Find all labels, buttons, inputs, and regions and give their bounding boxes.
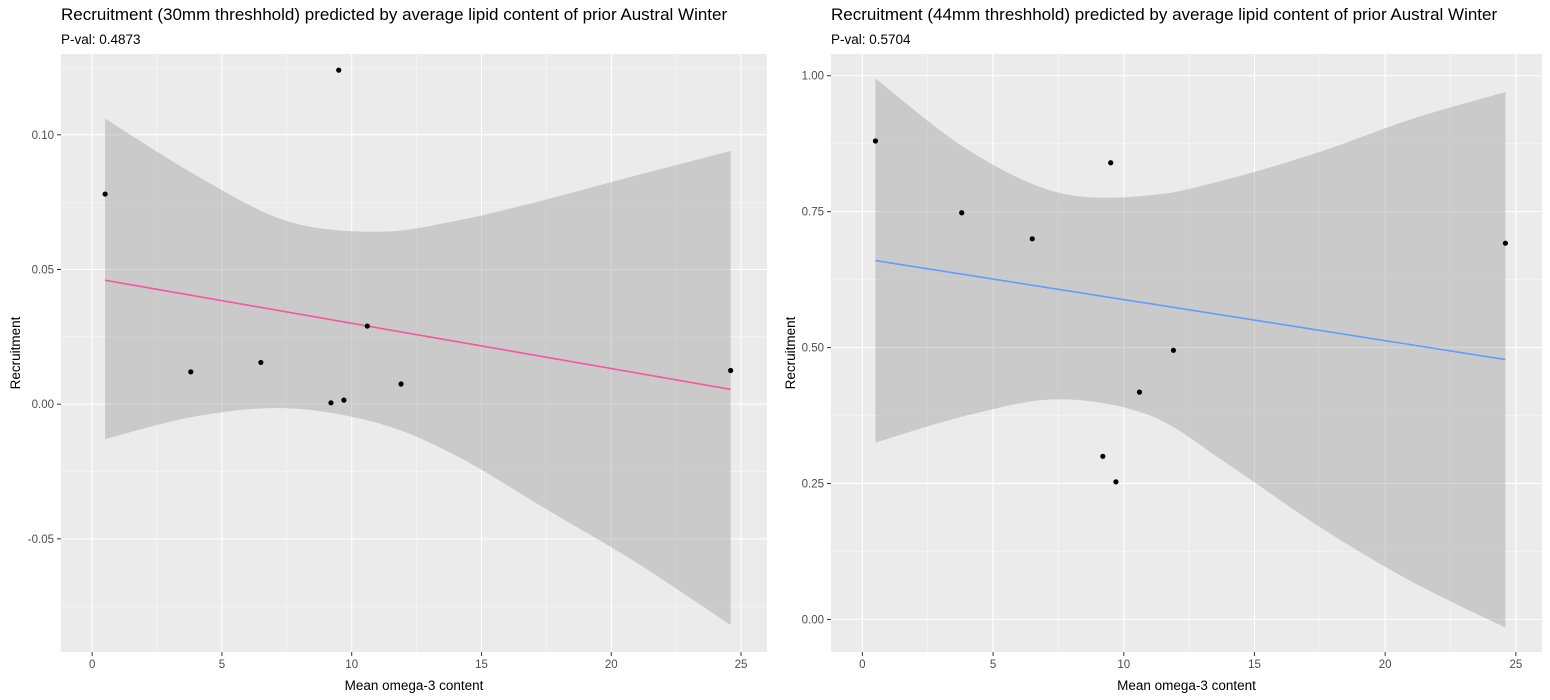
confidence-band — [105, 118, 731, 626]
chart-subtitle: P-val: 0.4873 — [61, 32, 141, 47]
data-point — [728, 367, 734, 374]
chart-svg-right: 0 5 10 15 20 25 0.00 0.25 0.50 0.75 1.00 Mean omega… — [783, 54, 1542, 693]
x-axis-title: Mean omega-3 content — [1117, 678, 1256, 693]
y-tick-label: 0.10 — [32, 130, 54, 142]
x-axis-title: Mean omega-3 content — [345, 678, 484, 693]
data-point — [398, 381, 404, 387]
data-point — [1100, 453, 1106, 459]
y-tick-label: 0.75 — [802, 207, 824, 219]
x-tick-label: 0 — [859, 659, 865, 671]
x-tick-label: 20 — [605, 659, 618, 671]
chart-svg-left: 0 5 10 15 20 25 -0.05 0.00 0.05 0.10 Mean omega-3 … — [8, 54, 767, 693]
data-point — [258, 359, 264, 366]
data-point — [102, 191, 108, 197]
data-point — [959, 210, 965, 216]
chart-title: Recruitment (44mm threshhold) predicted … — [831, 5, 1498, 24]
chart-panel-left: Recruitment (30mm threshhold) predicted … — [8, 5, 767, 693]
y-tick-label: 0.00 — [32, 399, 54, 411]
data-point — [1029, 236, 1035, 242]
x-tick-label: 15 — [475, 659, 488, 671]
x-tick-label: 5 — [990, 659, 996, 671]
data-point — [1108, 160, 1114, 166]
x-tick-label: 25 — [735, 659, 748, 671]
y-tick-label: 0.00 — [802, 614, 824, 626]
confidence-band — [875, 78, 1506, 628]
x-tick-label: 25 — [1509, 659, 1522, 671]
y-tick-label: 0.05 — [32, 264, 54, 276]
x-tick-label: 15 — [1248, 659, 1261, 671]
plot-panel — [831, 54, 1542, 652]
plot-panel — [61, 54, 767, 652]
y-axis-title: Recruitment — [8, 316, 23, 389]
y-tick-label: -0.05 — [28, 534, 54, 546]
data-point — [341, 397, 347, 403]
data-point — [1502, 240, 1509, 246]
data-point — [364, 323, 370, 329]
data-point — [336, 67, 342, 73]
data-point — [1113, 479, 1119, 485]
chart-title: Recruitment (30mm threshhold) predicted … — [61, 5, 728, 24]
x-tick-label: 10 — [345, 659, 358, 671]
data-point — [1170, 347, 1177, 353]
data-point — [328, 400, 334, 406]
y-tick-label: 1.00 — [802, 71, 824, 83]
regression-line — [875, 259, 1506, 361]
chart-subtitle: P-val: 0.5704 — [831, 32, 911, 47]
y-tick-label: 0.25 — [802, 478, 824, 490]
chart-panel-right: Recruitment (44mm threshhold) predicted … — [775, 0, 1550, 700]
data-point — [188, 369, 194, 375]
regression-line — [104, 279, 731, 391]
y-axis-title: Recruitment — [783, 316, 798, 389]
x-tick-label: 5 — [219, 659, 225, 671]
x-tick-label: 0 — [89, 659, 95, 671]
y-tick-label: 0.50 — [802, 343, 824, 355]
x-tick-label: 10 — [1117, 659, 1130, 671]
data-point — [1136, 389, 1143, 395]
data-point — [872, 138, 879, 144]
x-tick-label: 20 — [1379, 659, 1392, 671]
